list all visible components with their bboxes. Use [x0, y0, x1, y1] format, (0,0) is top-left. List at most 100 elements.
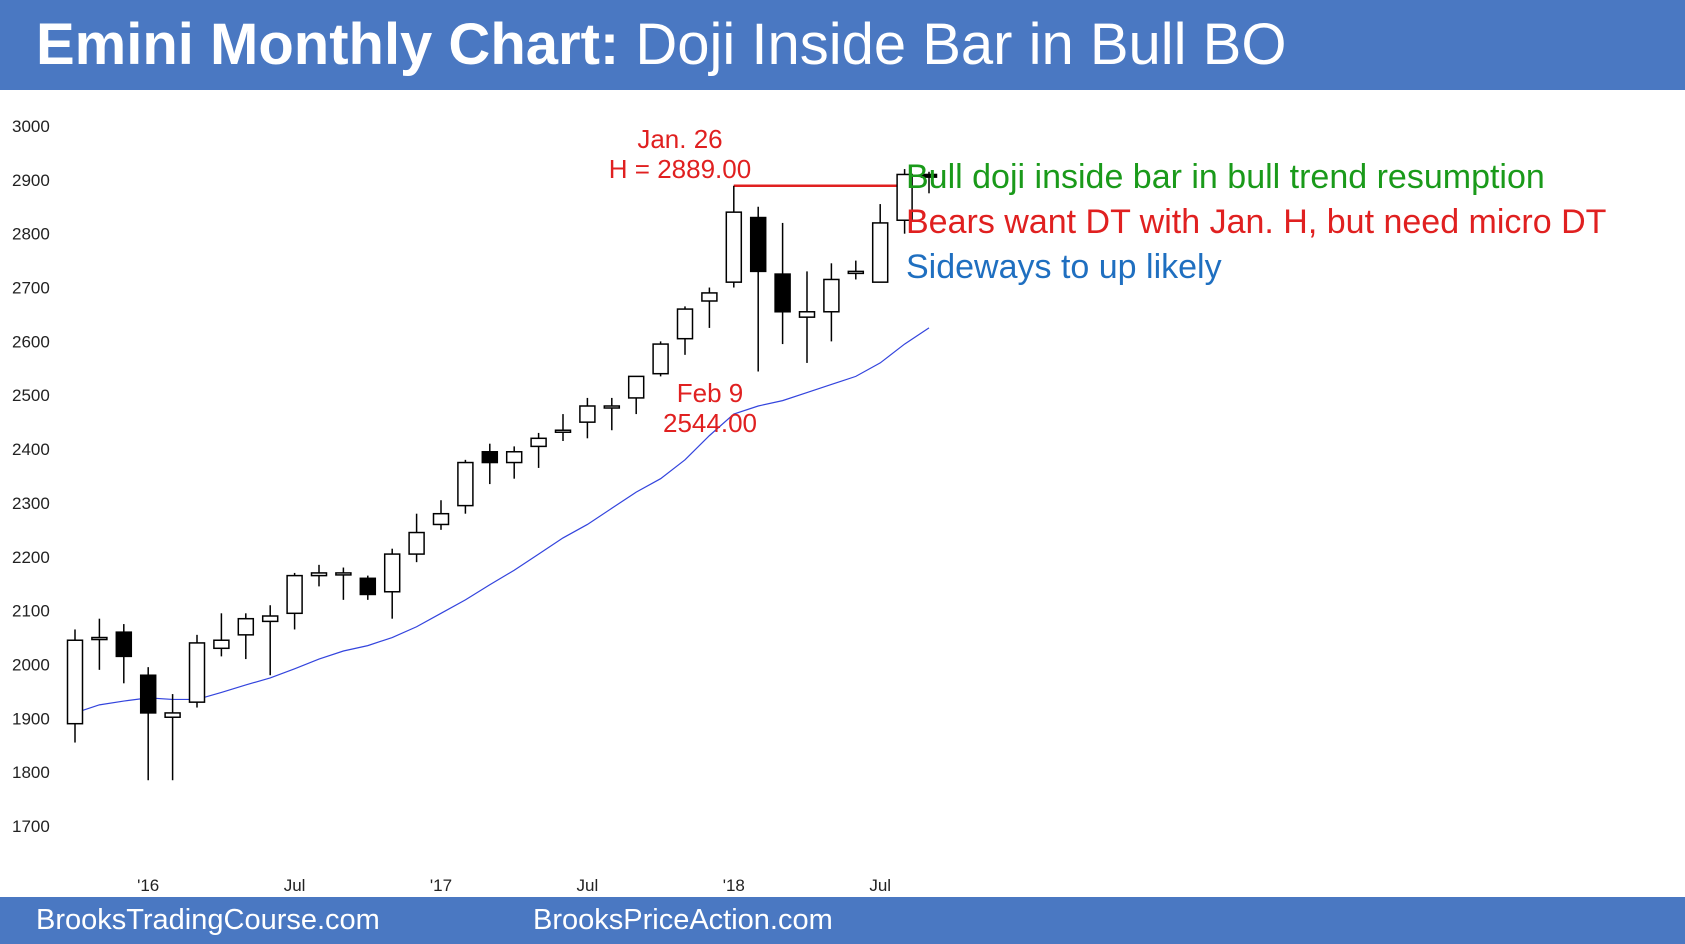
candle-body-bull [652, 343, 669, 375]
candle-body-bull [505, 451, 523, 464]
high-label: Jan. 26 H = 2889.00 [600, 124, 760, 184]
candle-body-bull [432, 512, 450, 526]
page-title: Emini Monthly Chart: Doji Inside Bar in … [36, 10, 1287, 80]
candle-body-bull [383, 553, 401, 593]
y-tick-label: 2700 [12, 279, 50, 298]
candle [676, 306, 694, 355]
annotation-bull-doji: Bull doji inside bar in bull trend resum… [906, 158, 1545, 196]
candle-body-bull [286, 574, 303, 615]
candle-body-bull [213, 639, 230, 650]
candle [115, 624, 133, 684]
candle-body-bull [66, 639, 84, 725]
annotation-sideways: Sideways to up likely [906, 248, 1222, 286]
candle [237, 613, 255, 660]
candle-body-bull [335, 572, 352, 576]
y-tick-label: 2300 [12, 494, 50, 513]
y-tick-label: 1800 [12, 763, 50, 782]
candle [652, 341, 669, 377]
candle-body-bull [261, 615, 279, 623]
candle-body-bull [164, 712, 181, 718]
x-tick-label: Jul [869, 876, 891, 895]
candle-body-bull [237, 617, 255, 636]
candle-body-bull [823, 278, 840, 313]
x-tick-label: Jul [577, 876, 599, 895]
low-label-date: Feb 9 [676, 378, 744, 408]
candle [286, 572, 303, 630]
candle [896, 169, 913, 234]
candle-body-bull [530, 437, 547, 448]
candle [701, 287, 718, 328]
candle-body-bull [91, 636, 108, 641]
candle-body-bear [481, 451, 499, 464]
candle-body-bull [896, 173, 913, 221]
candle-body-bull [676, 308, 694, 340]
candle-body-bull [579, 405, 596, 423]
title-bar: Emini Monthly Chart: Doji Inside Bar in … [0, 0, 1685, 90]
candlestick-chart: 1700 1800 1900 2000 2100 2200 2300 2400 2500 2600… [12, 117, 938, 895]
candle [457, 459, 474, 514]
moving-average-line [74, 327, 930, 714]
title-bold: Emini Monthly Chart: [36, 12, 620, 77]
candles [66, 169, 938, 781]
x-tick-label: '16 [137, 876, 159, 895]
candle-body-bull [701, 292, 718, 302]
footer-bar: BrooksTradingCourse.com BrooksPriceActio… [0, 897, 1685, 944]
candle-body-bear [359, 577, 377, 596]
candle [530, 432, 547, 468]
low-label-value: 2544.00 [663, 408, 757, 438]
candle [359, 575, 377, 600]
candle [847, 260, 865, 280]
low-label: Feb 9 2544.00 [630, 378, 790, 438]
candle [554, 414, 572, 441]
y-axis: 1700 1800 1900 2000 2100 2200 2300 2400 2500 2600… [12, 117, 50, 836]
y-tick-label: 2900 [12, 171, 50, 190]
candle [335, 567, 352, 600]
candle-body-bear [115, 631, 133, 658]
candle [725, 185, 743, 288]
x-tick-label: Jul [284, 876, 306, 895]
candle-body-bull [847, 270, 865, 275]
candle [871, 204, 889, 283]
candle-body-bear [749, 216, 767, 273]
x-axis: '16 Jul '17 Jul '18 Jul [137, 876, 891, 895]
candle-body-bull [188, 642, 206, 703]
candle [603, 397, 621, 431]
footer-site-left: BrooksTradingCourse.com [36, 904, 380, 936]
candle [579, 397, 596, 439]
y-tick-label: 2600 [12, 332, 50, 351]
candle-body-bull [310, 572, 328, 577]
y-tick-label: 1900 [12, 709, 50, 728]
y-tick-label: 2200 [12, 548, 50, 567]
y-tick-label: 1700 [12, 817, 50, 836]
candle [213, 613, 230, 657]
candle [505, 446, 523, 479]
candle [383, 548, 401, 619]
x-tick-label: '18 [723, 876, 745, 895]
y-tick-label: 2100 [12, 602, 50, 621]
candle [66, 629, 84, 743]
candle [920, 171, 938, 194]
high-label-value: H = 2889.00 [608, 154, 752, 184]
candle [774, 222, 791, 345]
candle-body-bull [798, 311, 816, 318]
candle [188, 634, 206, 708]
candle-body-bull [603, 405, 621, 409]
candle [481, 443, 499, 485]
y-tick-label: 2800 [12, 225, 50, 244]
candle-body-bull [627, 375, 645, 399]
candle [139, 667, 157, 781]
y-tick-label: 2400 [12, 440, 50, 459]
footer-site-right: BrooksPriceAction.com [533, 904, 833, 936]
title-rest: Doji Inside Bar in Bull BO [619, 12, 1287, 77]
candle [91, 618, 108, 670]
high-label-date: Jan. 26 [637, 124, 723, 154]
candle [432, 500, 450, 530]
candle [749, 206, 767, 372]
candle [408, 513, 425, 563]
annotation-bears-dt: Bears want DT with Jan. H, but need micr… [906, 203, 1607, 241]
candle [798, 271, 816, 363]
candle [164, 694, 181, 781]
candle-body-bull [871, 222, 889, 283]
candle [310, 564, 328, 587]
candle [261, 605, 279, 676]
